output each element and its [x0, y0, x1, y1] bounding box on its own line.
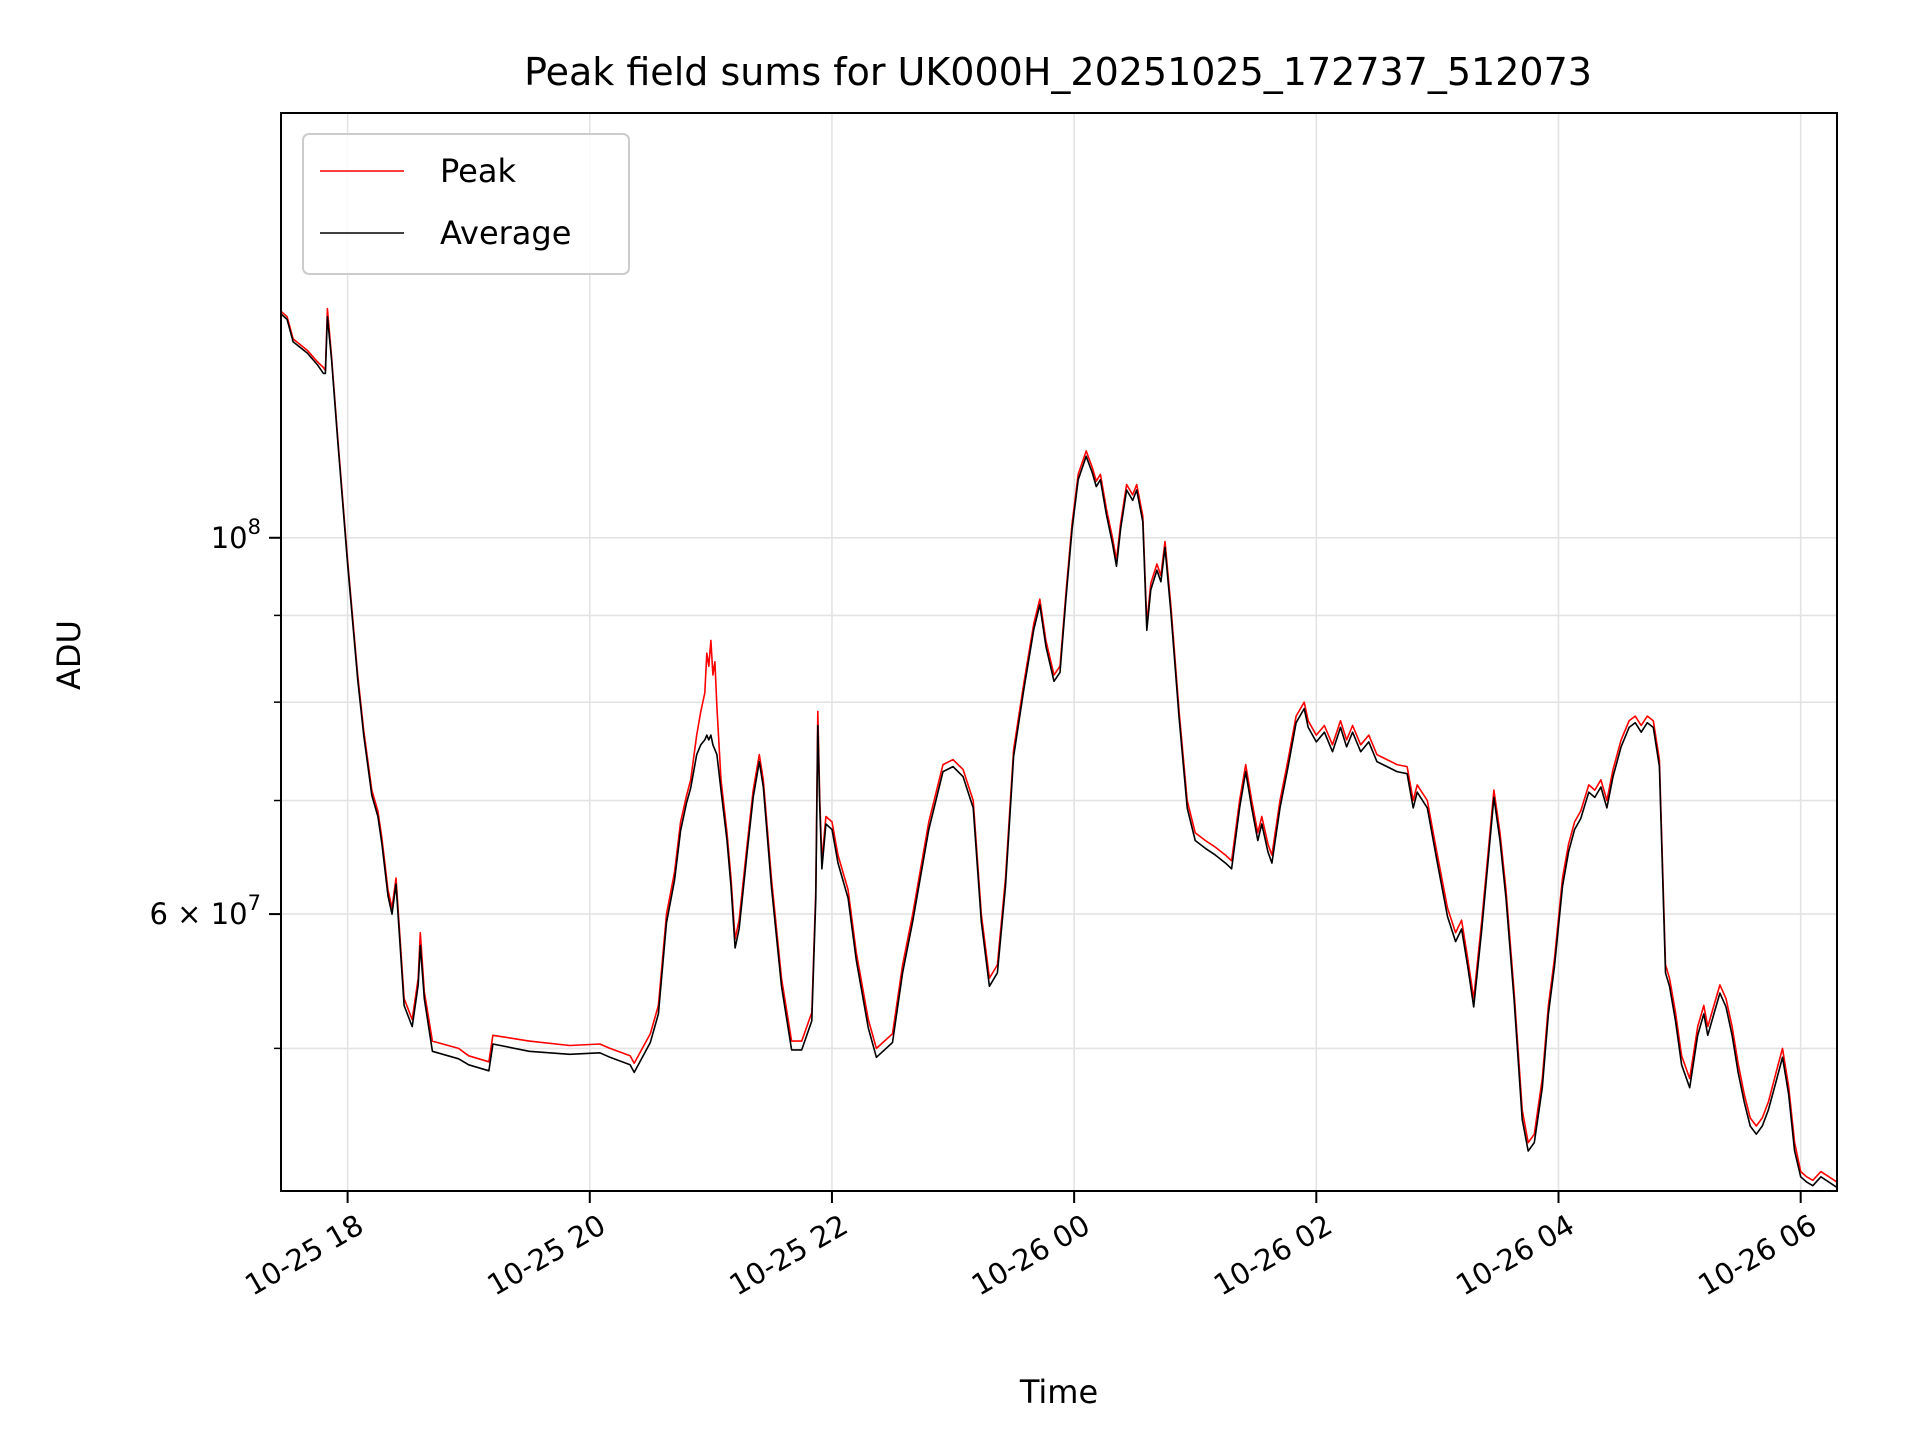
y-tick-label: 108: [211, 515, 261, 555]
x-axis-label: Time: [1019, 1373, 1098, 1411]
y-tick-label: 6 × 107: [150, 891, 261, 931]
legend-label-peak: Peak: [440, 152, 516, 190]
legend: Peak Average: [302, 133, 630, 275]
series-line-average: [281, 313, 1837, 1189]
legend-label-average: Average: [440, 214, 571, 252]
grid-layer: [281, 113, 1837, 1191]
plot-frame: [280, 112, 1838, 1192]
legend-box: [302, 133, 630, 275]
series-layer: [281, 307, 1837, 1189]
chart-title: Peak field sums for UK000H_20251025_1727…: [524, 50, 1592, 94]
y-axis-label: ADU: [50, 620, 88, 690]
